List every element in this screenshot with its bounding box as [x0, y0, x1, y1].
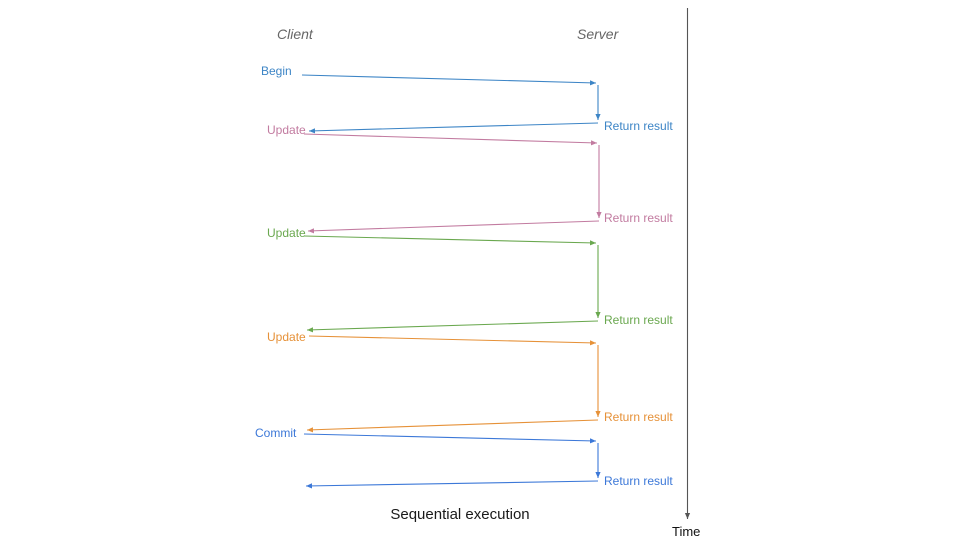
request-arrow-4: [308, 335, 597, 346]
request-arrow-5: [303, 433, 597, 444]
message-label-update-2: Update: [267, 226, 306, 240]
response-arrow-1: [308, 122, 599, 134]
return-result-label-4: Return result: [604, 410, 673, 424]
client-header: Client: [277, 26, 313, 42]
response-arrow-4: [306, 419, 599, 433]
message-label-update-1: Update: [267, 123, 306, 137]
return-result-label-1: Return result: [604, 119, 673, 133]
server-header: Server: [577, 26, 619, 42]
response-arrow-2: [307, 220, 600, 234]
return-result-label-5: Return result: [604, 474, 673, 488]
message-label-update-3: Update: [267, 330, 306, 344]
time-axis-label: Time: [672, 524, 701, 539]
response-arrow-3: [306, 320, 599, 333]
return-result-label-2: Return result: [604, 211, 673, 225]
message-label-begin: Begin: [261, 64, 292, 78]
message-label-commit: Commit: [255, 426, 297, 440]
request-arrow-1: [301, 74, 597, 86]
diagram-title: Sequential execution: [390, 506, 530, 523]
request-arrow-2: [303, 133, 598, 146]
response-arrow-5: [305, 480, 599, 489]
request-arrow-3: [303, 235, 597, 246]
return-result-label-3: Return result: [604, 313, 673, 327]
